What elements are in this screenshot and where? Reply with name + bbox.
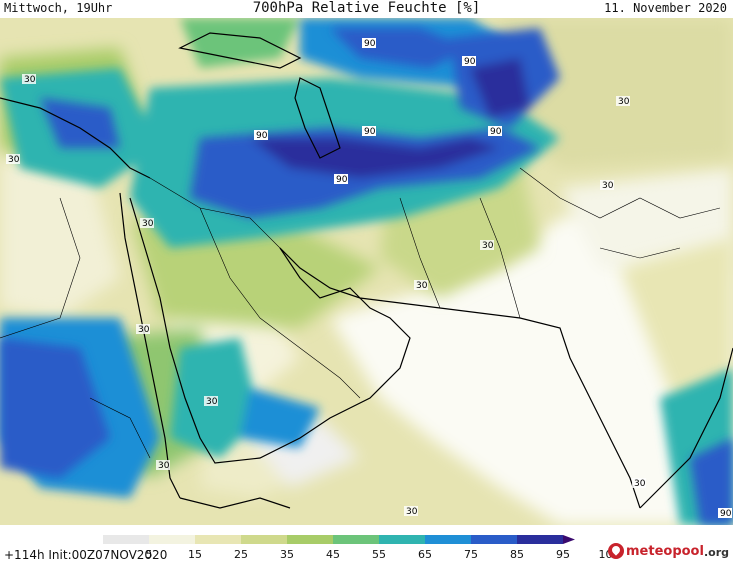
logo-name: meteopool	[626, 543, 704, 559]
colorbar-tick-label: 5	[145, 548, 153, 561]
contour-label-90: 90	[334, 174, 348, 185]
contour-label-30: 30	[22, 74, 36, 85]
contour-label-30: 30	[156, 460, 170, 471]
svg-text:30: 30	[142, 219, 154, 229]
contour-label-30: 30	[414, 280, 428, 291]
colorbar-tick-label: 45	[326, 548, 340, 561]
humidity-map-svg: 30 30 30 30 30 30 30 30 30 30 30 30 90 9…	[0, 18, 733, 525]
svg-text:30: 30	[206, 397, 218, 407]
forecast-date: 11. November 2020	[604, 1, 727, 15]
contour-label-90: 90	[362, 126, 376, 137]
svg-text:90: 90	[490, 127, 502, 137]
svg-text:90: 90	[464, 57, 476, 67]
colorbar-tick-label: 95	[556, 548, 570, 561]
svg-text:90: 90	[336, 175, 348, 185]
svg-text:30: 30	[158, 461, 170, 471]
colorbar-swatch	[149, 535, 195, 544]
colorbar-swatch	[103, 535, 149, 544]
contour-labels: 30 30 30 30 30 30 30 30 30 30 30 30 90 9…	[6, 38, 732, 519]
svg-text:90: 90	[364, 39, 376, 49]
svg-text:30: 30	[24, 75, 36, 85]
colorbar-swatches	[103, 535, 575, 544]
svg-text:90: 90	[256, 131, 268, 141]
map-title: 700hPa Relative Feuchte [%]	[252, 0, 481, 16]
coastlines	[0, 32, 733, 509]
colorbar-tick-label: 35	[280, 548, 294, 561]
colorbar-swatch	[379, 535, 425, 544]
colorbar-swatch	[333, 535, 379, 544]
run-info: +114h Init:00Z07NOV2020	[4, 548, 168, 562]
svg-text:30: 30	[138, 325, 150, 335]
contour-label-30: 30	[632, 478, 646, 489]
svg-text:30: 30	[482, 241, 494, 251]
humidity-map: 30 30 30 30 30 30 30 30 30 30 30 30 90 9…	[0, 18, 733, 525]
contour-label-30: 30	[6, 154, 20, 165]
humidity-field-wet	[0, 28, 733, 525]
colorbar-swatch	[195, 535, 241, 544]
map-footer: 5152535455565758595100 +114h Init:00Z07N…	[0, 525, 733, 566]
contour-label-30: 30	[136, 324, 150, 335]
colorbar-swatch	[241, 535, 287, 544]
borders	[0, 167, 721, 459]
svg-text:30: 30	[8, 155, 20, 165]
contour-label-90: 90	[718, 508, 732, 519]
colorbar-tick-label: 25	[234, 548, 248, 561]
valid-time: Mittwoch, 19Uhr	[4, 1, 113, 15]
contour-label-90: 90	[462, 56, 476, 67]
svg-text:90: 90	[720, 509, 732, 519]
colorbar-tick-label: 55	[372, 548, 386, 561]
contour-label-90: 90	[488, 126, 502, 137]
colorbar-max-arrow	[563, 535, 575, 544]
svg-text:30: 30	[602, 181, 614, 191]
contour-label-30: 30	[404, 506, 418, 517]
logo-pin-icon	[608, 543, 624, 559]
colorbar-tick-label: 65	[418, 548, 432, 561]
contour-label-30: 30	[616, 96, 630, 107]
colorbar-tick-label: 85	[510, 548, 524, 561]
map-header: Mittwoch, 19Uhr 700hPa Relative Feuchte …	[0, 0, 733, 18]
colorbar-tick-label: 15	[188, 548, 202, 561]
svg-text:30: 30	[416, 281, 428, 291]
logo-tld: .org	[703, 545, 729, 559]
colorbar-swatch	[517, 535, 563, 544]
colorbar-swatch	[471, 535, 517, 544]
contour-label-90: 90	[254, 130, 268, 141]
colorbar-swatch	[287, 535, 333, 544]
contour-label-90: 90	[362, 38, 376, 49]
svg-text:30: 30	[618, 97, 630, 107]
contour-label-30: 30	[600, 180, 614, 191]
colorbar: 5152535455565758595100	[103, 531, 633, 561]
contour-label-30: 30	[204, 396, 218, 407]
svg-text:30: 30	[634, 479, 646, 489]
svg-text:90: 90	[364, 127, 376, 137]
svg-text:30: 30	[406, 507, 418, 517]
meteopool-logo: meteopool .org	[608, 543, 729, 559]
contour-label-30: 30	[480, 240, 494, 251]
contour-label-30: 30	[140, 218, 154, 229]
colorbar-swatch	[425, 535, 471, 544]
colorbar-tick-label: 75	[464, 548, 478, 561]
